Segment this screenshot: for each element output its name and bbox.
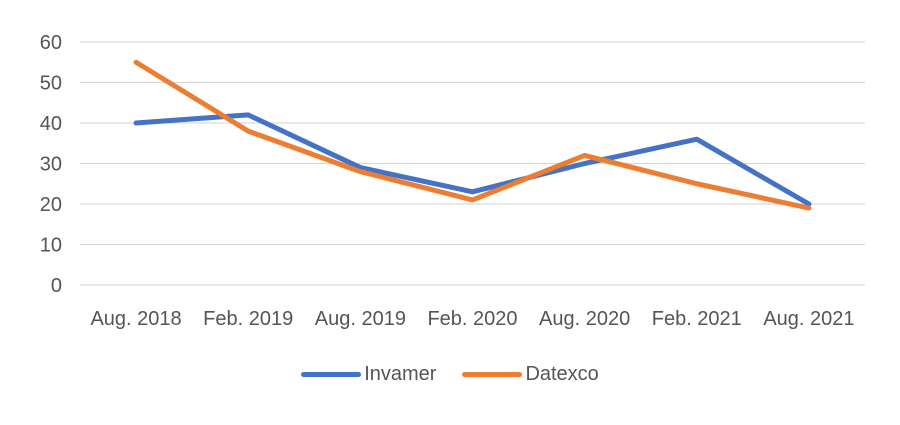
chart-legend: Invamer Datexco xyxy=(0,361,900,387)
y-tick-label: 10 xyxy=(40,235,62,257)
x-tick-label: Aug. 2019 xyxy=(315,308,406,330)
x-tick-label: Feb. 2020 xyxy=(427,308,517,330)
y-tick-label: 0 xyxy=(51,275,62,297)
x-tick-label: Aug. 2020 xyxy=(539,308,630,330)
legend-label: Invamer xyxy=(364,363,437,385)
legend-line-swatch-invamer xyxy=(301,371,362,377)
x-tick-label: Feb. 2021 xyxy=(652,308,742,330)
series-line-invamer xyxy=(133,112,812,207)
y-tick-label: 40 xyxy=(40,113,62,135)
legend-line-swatch-datexco xyxy=(462,371,523,377)
y-tick-label: 30 xyxy=(40,154,62,176)
legend-item-datexco: Datexco xyxy=(462,363,599,385)
legend-label: Datexco xyxy=(525,363,599,385)
y-tick-label: 60 xyxy=(40,32,62,54)
series-line-datexco xyxy=(133,59,812,211)
x-tick-label: Aug. 2021 xyxy=(763,308,854,330)
legend-item-invamer: Invamer xyxy=(301,364,436,384)
x-tick-label: Aug. 2018 xyxy=(90,308,181,330)
x-tick-label: Feb. 2019 xyxy=(203,308,293,330)
y-tick-label: 20 xyxy=(40,194,62,216)
y-tick-label: 50 xyxy=(40,73,62,95)
